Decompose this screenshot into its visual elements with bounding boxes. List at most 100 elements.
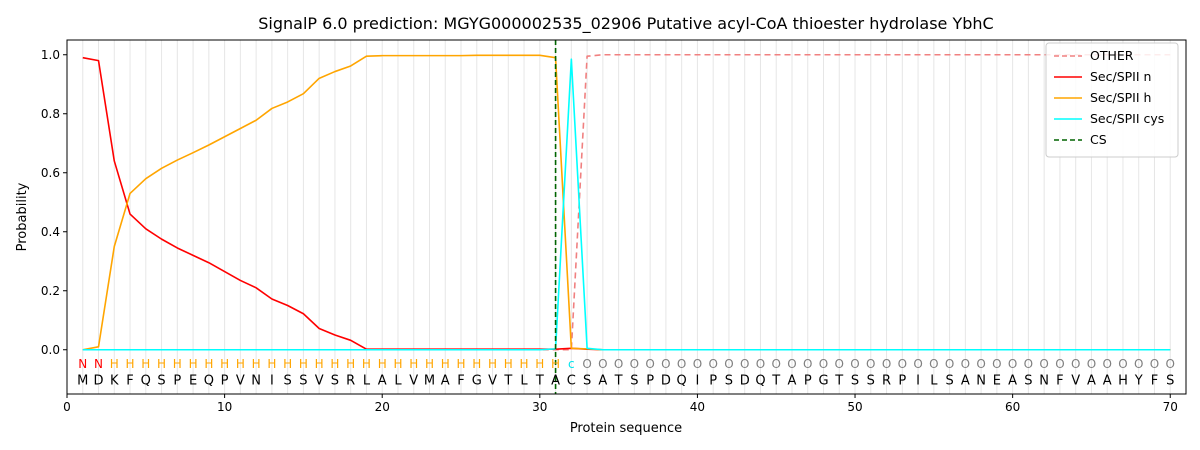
region-label: O (677, 357, 686, 371)
chart-title: SignalP 6.0 prediction: MGYG000002535_02… (258, 14, 993, 34)
region-label: O (929, 357, 938, 371)
region-label: O (598, 357, 607, 371)
region-label: O (724, 357, 733, 371)
legend-label: CS (1090, 132, 1107, 147)
residue-label: V (488, 373, 497, 388)
y-tick-label: 0.2 (41, 284, 60, 298)
region-label: H (425, 357, 434, 371)
residue-label: P (221, 373, 229, 388)
residue-label: E (189, 373, 197, 388)
residue-label: Q (141, 373, 151, 388)
residue-label: A (551, 373, 560, 388)
residue-label: P (709, 373, 717, 388)
legend-label: OTHER (1090, 48, 1134, 63)
region-label: H (441, 357, 450, 371)
region-label: H (378, 357, 387, 371)
residue-label: H (1118, 373, 1128, 388)
residue-label: V (315, 373, 324, 388)
residue-label: T (614, 373, 623, 388)
residue-label: S (1166, 373, 1174, 388)
residue-label: S (867, 373, 875, 388)
residue-label: P (173, 373, 181, 388)
legend-box (1045, 42, 1179, 158)
region-label: O (898, 357, 907, 371)
legend-label: Sec/SPII n (1090, 69, 1151, 84)
residue-label: L (363, 373, 371, 388)
x-axis-label: Protein sequence (570, 421, 682, 436)
region-label: H (472, 357, 481, 371)
residue-label: P (646, 373, 654, 388)
residue-label: A (788, 373, 797, 388)
residue-label: T (503, 373, 512, 388)
x-tick-label: 40 (690, 400, 705, 414)
grid-layer (82, 40, 1171, 394)
residue-label: A (1008, 373, 1017, 388)
region-label: O (1024, 357, 1033, 371)
region-label: c (568, 357, 575, 371)
residue-label: I (696, 373, 700, 388)
region-label: H (299, 357, 308, 371)
residue-label: Q (755, 373, 765, 388)
region-label: N (78, 357, 87, 371)
series-line-sec-spii-cys (82, 58, 1171, 351)
region-label: N (94, 357, 103, 371)
x-tick-label: 20 (375, 400, 390, 414)
residue-label: D (661, 373, 671, 388)
residue-label: N (976, 373, 986, 388)
region-label: O (1102, 357, 1111, 371)
y-tick-label: 0.8 (41, 107, 60, 121)
region-label: H (110, 357, 119, 371)
residue-label: K (110, 373, 119, 388)
region-label: O (645, 357, 654, 371)
region-label: O (1166, 357, 1175, 371)
region-label: O (1008, 357, 1017, 371)
residue-label: M (424, 373, 435, 388)
region-label: O (961, 357, 970, 371)
residue-label: T (771, 373, 780, 388)
region-label: O (614, 357, 623, 371)
region-label: O (945, 357, 954, 371)
region-label: O (913, 357, 922, 371)
residue-label: S (945, 373, 953, 388)
region-label: O (1118, 357, 1127, 371)
region-label: H (126, 357, 135, 371)
residue-label: S (157, 373, 165, 388)
region-label: O (740, 357, 749, 371)
residue-label: G (818, 373, 828, 388)
region-label: H (488, 357, 497, 371)
region-label: O (976, 357, 985, 371)
residue-label: D (94, 373, 104, 388)
region-label: O (1087, 357, 1096, 371)
residue-label: F (1151, 373, 1158, 388)
y-tick-label: 0.4 (41, 225, 60, 239)
residue-label: F (126, 373, 133, 388)
x-tick-label: 0 (63, 400, 71, 414)
region-label: O (819, 357, 828, 371)
residue-label: E (993, 373, 1001, 388)
region-label: H (267, 357, 276, 371)
region-label: H (520, 357, 529, 371)
residue-label: P (804, 373, 812, 388)
region-label: H (315, 357, 324, 371)
residue-label: I (916, 373, 920, 388)
residue-label: M (77, 373, 88, 388)
region-label: O (882, 357, 891, 371)
residue-label: T (535, 373, 544, 388)
region-label: O (1150, 357, 1159, 371)
region-label: O (1071, 357, 1080, 371)
residue-label: Q (677, 373, 687, 388)
residue-label: L (394, 373, 402, 388)
residue-label: G (472, 373, 482, 388)
region-label: H (252, 357, 261, 371)
residue-label: N (251, 373, 261, 388)
residue-label: A (378, 373, 387, 388)
residue-label: Q (204, 373, 214, 388)
residue-label: S (725, 373, 733, 388)
region-label: H (362, 357, 371, 371)
residue-label: S (331, 373, 339, 388)
residue-label: A (1103, 373, 1112, 388)
x-tick-label: 10 (217, 400, 232, 414)
residue-label: C (567, 373, 576, 388)
residue-label: S (583, 373, 591, 388)
y-tick-label: 0.6 (41, 166, 60, 180)
